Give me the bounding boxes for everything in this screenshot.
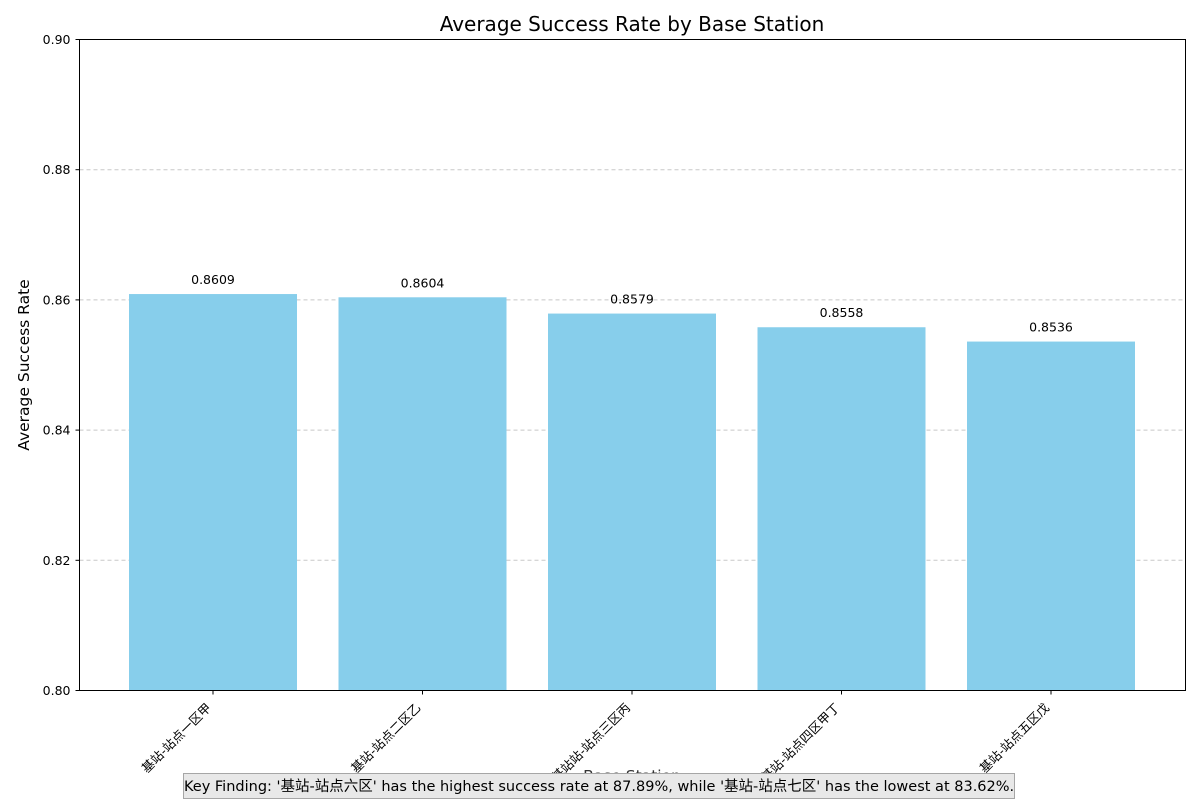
y-tick-label: 0.84 [43,423,71,438]
bar-value-label: 0.8604 [401,275,445,290]
y-tick-label: 0.90 [43,32,71,47]
bar-value-label: 0.8609 [191,272,235,287]
bar [338,297,507,691]
y-axis-label: Average Success Rate [15,279,33,450]
bar [967,341,1135,691]
chart-title: Average Success Rate by Base Station [440,12,825,36]
bar [129,294,297,691]
bar-value-label: 0.8536 [1029,320,1073,335]
y-axis-ticks: 0.80 0.82 0.84 0.86 0.88 0.90 [43,32,80,698]
y-tick-label: 0.80 [43,683,71,698]
x-tick-label: 基站-站点五区戊 [976,700,1052,776]
x-tick-label: 基站-站点一区甲 [138,700,214,776]
x-tick-label: 基站-站点二区乙 [348,700,424,776]
x-tick-label: 基站-站点四区甲丁 [758,700,843,785]
y-tick-label: 0.86 [43,292,71,307]
bar-value-label: 0.8558 [820,305,864,320]
key-finding-annotation: Key Finding: '基站-站点六区' has the highest s… [183,773,1015,799]
data-labels: 0.8609 0.8604 0.8579 0.8558 0.8536 [191,272,1073,335]
bar [548,313,716,691]
bar-value-label: 0.8579 [610,292,654,307]
y-tick-label: 0.88 [43,162,71,177]
y-tick-label: 0.82 [43,553,71,568]
bar [757,327,926,691]
bars [129,294,1135,691]
